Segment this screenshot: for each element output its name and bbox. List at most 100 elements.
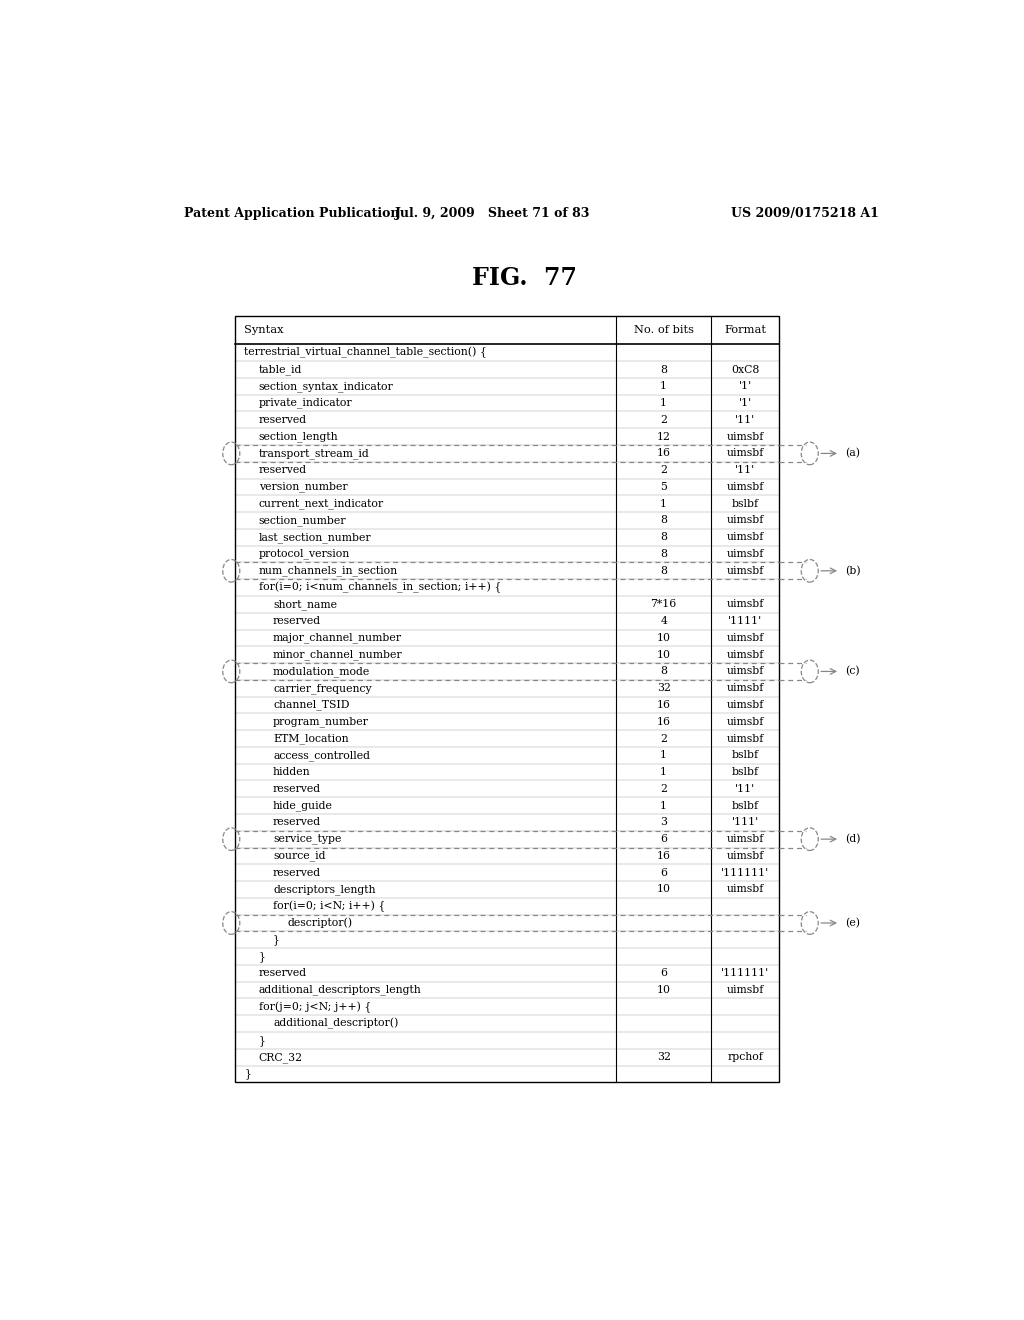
Text: reserved: reserved <box>259 465 307 475</box>
Text: 2: 2 <box>660 734 668 743</box>
Text: 8: 8 <box>660 566 668 576</box>
Text: '11': '11' <box>735 414 755 425</box>
Text: 1: 1 <box>660 399 668 408</box>
Text: CRC_32: CRC_32 <box>259 1052 303 1063</box>
Text: num_channels_in_section: num_channels_in_section <box>259 565 398 576</box>
Text: bslbf: bslbf <box>731 801 759 810</box>
Text: '111': '111' <box>731 817 759 828</box>
Text: '111111': '111111' <box>721 969 769 978</box>
Text: uimsbf: uimsbf <box>726 700 764 710</box>
Text: bslbf: bslbf <box>731 767 759 777</box>
Text: uimsbf: uimsbf <box>726 985 764 995</box>
Text: transport_stream_id: transport_stream_id <box>259 447 370 459</box>
Text: 8: 8 <box>660 364 668 375</box>
Text: uimsbf: uimsbf <box>726 684 764 693</box>
Text: 0xC8: 0xC8 <box>731 364 759 375</box>
Text: carrier_frequency: carrier_frequency <box>273 682 372 693</box>
Text: additional_descriptors_length: additional_descriptors_length <box>259 985 422 995</box>
Text: '1111': '1111' <box>728 616 762 626</box>
Text: for(i=0; i<num_channels_in_section; i++) {: for(i=0; i<num_channels_in_section; i++)… <box>259 582 501 593</box>
Text: (d): (d) <box>845 834 860 845</box>
Text: '111111': '111111' <box>721 867 769 878</box>
Text: Jul. 9, 2009   Sheet 71 of 83: Jul. 9, 2009 Sheet 71 of 83 <box>395 207 591 220</box>
Text: 16: 16 <box>656 449 671 458</box>
Text: uimsbf: uimsbf <box>726 734 764 743</box>
Text: bslbf: bslbf <box>731 499 759 508</box>
Text: channel_TSID: channel_TSID <box>273 700 349 710</box>
Text: 2: 2 <box>660 414 668 425</box>
Text: uimsbf: uimsbf <box>726 884 764 895</box>
Text: uimsbf: uimsbf <box>726 516 764 525</box>
Text: uimsbf: uimsbf <box>726 549 764 560</box>
Text: protocol_version: protocol_version <box>259 549 350 560</box>
Text: US 2009/0175218 A1: US 2009/0175218 A1 <box>731 207 879 220</box>
Text: program_number: program_number <box>273 717 369 727</box>
Text: major_channel_number: major_channel_number <box>273 632 402 643</box>
Text: 7*16: 7*16 <box>650 599 677 610</box>
Text: uimsbf: uimsbf <box>726 532 764 543</box>
Text: last_section_number: last_section_number <box>259 532 372 543</box>
Text: Syntax: Syntax <box>245 325 284 335</box>
Text: }: } <box>259 1035 265 1045</box>
Text: Patent Application Publication: Patent Application Publication <box>183 207 399 220</box>
Text: 1: 1 <box>660 750 668 760</box>
Text: 1: 1 <box>660 381 668 391</box>
Text: section_syntax_indicator: section_syntax_indicator <box>259 381 393 392</box>
Text: 5: 5 <box>660 482 667 492</box>
Text: '11': '11' <box>735 465 755 475</box>
Text: (c): (c) <box>845 667 859 677</box>
Text: ETM_location: ETM_location <box>273 733 348 744</box>
Text: 12: 12 <box>656 432 671 442</box>
Text: 2: 2 <box>660 465 668 475</box>
Text: current_next_indicator: current_next_indicator <box>259 499 384 510</box>
Text: (e): (e) <box>845 917 859 928</box>
Text: 10: 10 <box>656 632 671 643</box>
Text: reserved: reserved <box>273 784 322 793</box>
Text: uimsbf: uimsbf <box>726 834 764 843</box>
Text: 16: 16 <box>656 851 671 861</box>
Text: 4: 4 <box>660 616 667 626</box>
Text: 32: 32 <box>656 684 671 693</box>
Text: '11': '11' <box>735 784 755 793</box>
Text: 8: 8 <box>660 667 668 676</box>
Text: descriptors_length: descriptors_length <box>273 884 376 895</box>
Text: service_type: service_type <box>273 834 341 845</box>
Text: Format: Format <box>724 325 766 335</box>
Text: 16: 16 <box>656 700 671 710</box>
Text: 10: 10 <box>656 985 671 995</box>
Text: section_number: section_number <box>259 515 346 525</box>
Text: 8: 8 <box>660 532 668 543</box>
Text: uimsbf: uimsbf <box>726 851 764 861</box>
Text: version_number: version_number <box>259 482 347 492</box>
Text: 8: 8 <box>660 516 668 525</box>
Text: 8: 8 <box>660 549 668 560</box>
Text: 6: 6 <box>660 834 668 843</box>
Text: uimsbf: uimsbf <box>726 432 764 442</box>
Text: descriptor(): descriptor() <box>288 917 352 928</box>
Text: rpchof: rpchof <box>727 1052 763 1063</box>
Text: 2: 2 <box>660 784 668 793</box>
Text: hide_guide: hide_guide <box>273 800 333 810</box>
Text: for(i=0; i<N; i++) {: for(i=0; i<N; i++) { <box>273 900 385 912</box>
Text: }: } <box>273 935 280 945</box>
Text: 32: 32 <box>656 1052 671 1063</box>
Text: FIG.  77: FIG. 77 <box>472 265 578 290</box>
Text: uimsbf: uimsbf <box>726 649 764 660</box>
Text: }: } <box>245 1068 251 1080</box>
Text: hidden: hidden <box>273 767 310 777</box>
Text: uimsbf: uimsbf <box>726 667 764 676</box>
Text: reserved: reserved <box>273 867 322 878</box>
Text: 10: 10 <box>656 884 671 895</box>
Text: reserved: reserved <box>273 817 322 828</box>
Text: access_controlled: access_controlled <box>273 750 370 760</box>
Text: uimsbf: uimsbf <box>726 717 764 727</box>
Text: 1: 1 <box>660 801 668 810</box>
Text: table_id: table_id <box>259 364 302 375</box>
Text: (a): (a) <box>845 449 859 458</box>
Text: 6: 6 <box>660 867 668 878</box>
Text: terrestrial_virtual_channel_table_section() {: terrestrial_virtual_channel_table_sectio… <box>245 347 487 359</box>
Text: uimsbf: uimsbf <box>726 482 764 492</box>
Text: 16: 16 <box>656 717 671 727</box>
Text: reserved: reserved <box>273 616 322 626</box>
Text: 6: 6 <box>660 969 668 978</box>
